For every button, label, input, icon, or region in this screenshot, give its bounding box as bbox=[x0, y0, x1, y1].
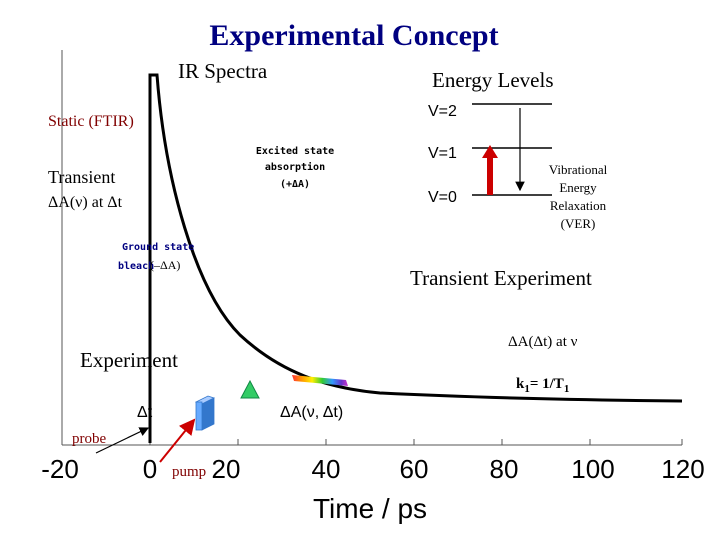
delta-t-label: Δt bbox=[137, 404, 153, 421]
tick-label: 20 bbox=[212, 454, 241, 484]
transient-experiment-label: Transient Experiment bbox=[410, 266, 592, 290]
level-v1-label: V=1 bbox=[428, 145, 457, 162]
excited-state-label: absorption bbox=[265, 161, 325, 173]
slide-title: Experimental Concept bbox=[209, 19, 498, 52]
ver-label: (VER) bbox=[561, 216, 596, 231]
x-axis-label: Time / ps bbox=[313, 493, 427, 524]
transient-label: Transient bbox=[48, 167, 115, 187]
tick-label: -20 bbox=[41, 454, 79, 484]
excited-state-label: (+ΔA) bbox=[280, 179, 310, 190]
tick-label: 0 bbox=[143, 454, 157, 484]
delta-a-at-nu-label: ΔA(Δt) at ν bbox=[508, 334, 578, 350]
spectrometer-triangle-icon bbox=[240, 379, 260, 399]
ver-label: Vibrational bbox=[549, 162, 608, 177]
experiment-label: Experiment bbox=[80, 348, 178, 372]
x-axis-ticks bbox=[61, 439, 683, 445]
tick-label: 40 bbox=[312, 454, 341, 484]
probe-arrow bbox=[95, 427, 150, 454]
tick-label: 80 bbox=[490, 454, 519, 484]
delta-a-nu-dt-label: ΔA(ν, Δt) bbox=[280, 404, 343, 421]
excitation-arrow-head bbox=[482, 145, 498, 158]
ground-state-suffix: (–ΔA) bbox=[150, 258, 180, 272]
excited-state-label: Excited state bbox=[256, 145, 334, 157]
probe-label: probe bbox=[72, 431, 106, 447]
energy-levels-label: Energy Levels bbox=[432, 68, 554, 92]
level-v0-label: V=0 bbox=[428, 189, 457, 206]
static-ftir-label: Static (FTIR) bbox=[48, 113, 134, 130]
pump-label: pump bbox=[172, 464, 206, 480]
transient-delta-label: ΔA(ν) at Δt bbox=[48, 194, 123, 211]
level-v2-label: V=2 bbox=[428, 103, 457, 120]
rate-equation: k1= 1/T1 bbox=[516, 376, 569, 395]
tick-label: 120 bbox=[661, 454, 704, 484]
ver-label: Relaxation bbox=[550, 198, 607, 213]
tick-label: 100 bbox=[571, 454, 614, 484]
ver-label: Energy bbox=[559, 180, 597, 195]
ground-state-label: bleach bbox=[118, 261, 154, 272]
decay-curve bbox=[148, 73, 683, 443]
tick-label: 60 bbox=[400, 454, 429, 484]
ir-spectra-label: IR Spectra bbox=[178, 59, 268, 83]
pump-arrow bbox=[159, 418, 196, 463]
sample-cube-icon bbox=[194, 395, 216, 431]
ground-state-label: Ground state bbox=[122, 242, 194, 253]
rainbow-spectrum-icon bbox=[292, 375, 348, 386]
